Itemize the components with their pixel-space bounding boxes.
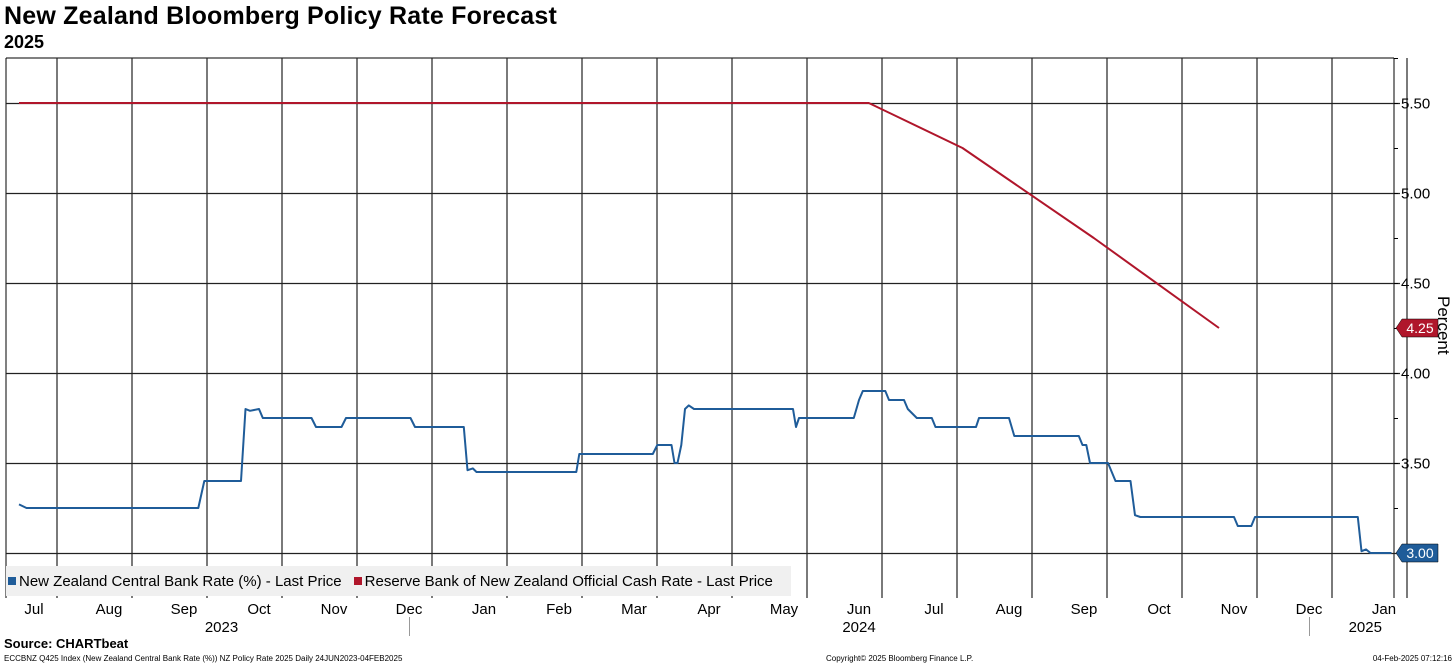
series-line-red <box>19 102 1220 329</box>
x-tick-label: Sep <box>171 601 198 618</box>
x-tick-label: Nov <box>1221 601 1248 618</box>
x-tick-label: May <box>770 601 799 618</box>
policy-rate-chart: 3.50 4.00 4.50 5.00 5.50 Percent Jul Aug Sep Oct N… <box>5 57 1453 636</box>
chart-title: New Zealand Bloomberg Policy Rate Foreca… <box>4 2 557 30</box>
legend-item-red: Reserve Bank of New Zealand Official Cas… <box>353 572 773 590</box>
legend-swatch-blue <box>8 577 16 585</box>
x-tick-label: Oct <box>1147 601 1171 618</box>
chart-subtitle: 2025 <box>4 32 45 52</box>
x-tick-label: Mar <box>621 601 647 618</box>
x-tick-label: Feb <box>546 601 572 618</box>
x-tick-label: Sep <box>1071 601 1098 618</box>
x-tick-label: Nov <box>321 601 348 618</box>
x-year-label: 2023 <box>205 619 238 636</box>
y-tick-label: 4.00 <box>1401 366 1430 383</box>
legend-label-blue: New Zealand Central Bank Rate (%) - Last… <box>19 572 342 590</box>
series-line-blue <box>18 390 1392 554</box>
y-tick-label: 4.50 <box>1401 276 1430 293</box>
source-note: Source: CHARTbeat <box>4 636 129 651</box>
last-value-badge-red <box>1395 318 1439 338</box>
footer-timestamp: 04-Feb-2025 07:12:16 <box>1372 654 1452 663</box>
y-tick-label: 3.50 <box>1401 456 1430 473</box>
last-value-label-blue: 3.00 <box>1406 545 1433 561</box>
x-tick-label: Dec <box>1296 601 1323 618</box>
footer-copyright: Copyright© 2025 Bloomberg Finance L.P. <box>826 654 974 663</box>
y-tick-label: 5.50 <box>1401 96 1430 113</box>
footer-index-info: ECCBNZ Q425 Index (New Zealand Central B… <box>4 654 403 663</box>
legend-label-red: Reserve Bank of New Zealand Official Cas… <box>364 572 773 590</box>
x-tick-label: Jan <box>472 601 496 618</box>
y-tick-label: 5.00 <box>1401 186 1430 203</box>
x-tick-label: Jul <box>924 601 943 618</box>
last-value-badge-blue <box>1395 543 1439 563</box>
x-tick-label: Apr <box>697 601 720 618</box>
x-tick-label: Aug <box>96 601 123 618</box>
chart-legend: New Zealand Central Bank Rate (%) - Last… <box>6 566 791 596</box>
x-tick-label: Oct <box>247 601 271 618</box>
last-value-label-red: 4.25 <box>1406 320 1433 336</box>
x-tick-label: Jun <box>847 601 871 618</box>
x-tick-label: Aug <box>996 601 1023 618</box>
x-year-label: 2025 <box>1349 619 1382 636</box>
y-axis-title: Percent <box>1434 296 1453 355</box>
x-tick-label: Jul <box>24 601 43 618</box>
x-tick-label: Dec <box>396 601 423 618</box>
legend-item-blue: New Zealand Central Bank Rate (%) - Last… <box>8 573 342 590</box>
legend-swatch-red <box>353 577 362 585</box>
x-tick-label: Jan <box>1372 601 1396 618</box>
x-year-label: 2024 <box>842 619 875 636</box>
